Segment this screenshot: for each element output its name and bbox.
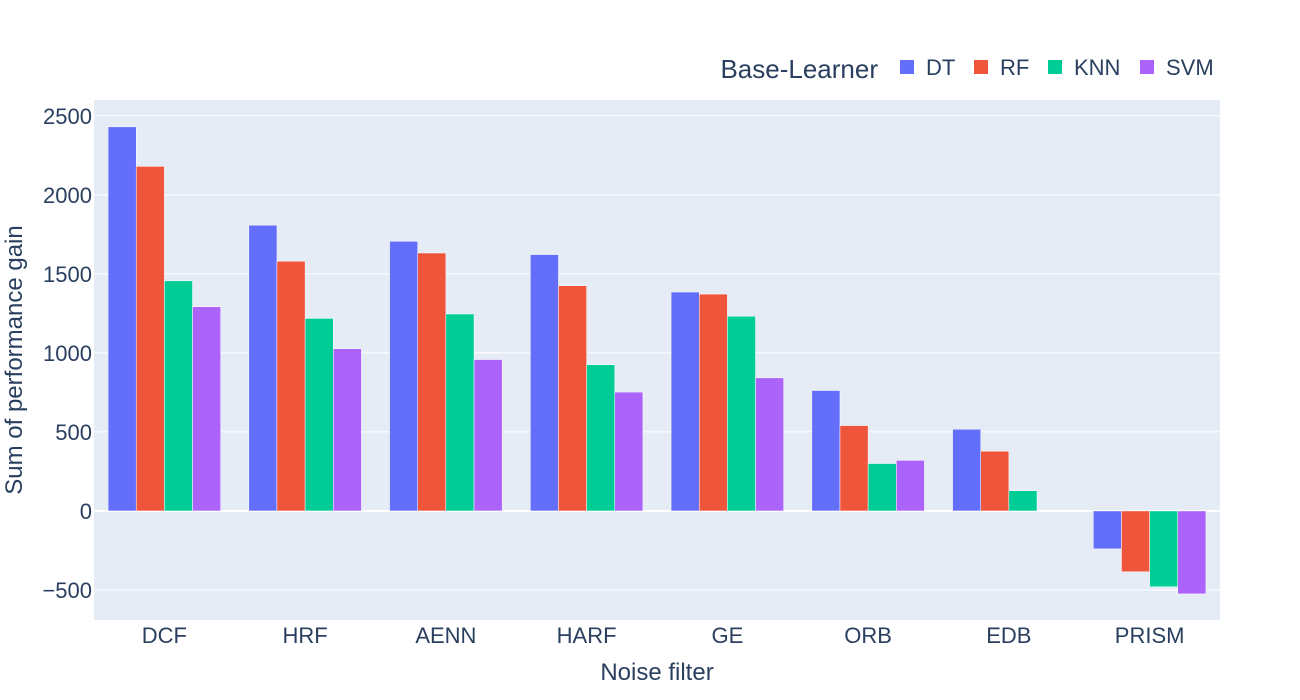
legend-swatch-knn[interactable] <box>1048 60 1062 74</box>
y-tick-label: 2500 <box>43 104 92 129</box>
x-tick-label: PRISM <box>1115 623 1185 648</box>
bar-dt-dcf[interactable] <box>107 126 137 512</box>
legend-label-dt[interactable]: DT <box>926 55 955 80</box>
x-axis-ticks: DCF HRF AENN HARF GE ORB EDB PRISM <box>142 623 1185 648</box>
bar-svm-dcf[interactable] <box>192 306 221 512</box>
bar-knn-prism[interactable] <box>1149 510 1179 588</box>
bar-knn-harf[interactable] <box>586 364 616 512</box>
bar-dt-aenn[interactable] <box>389 241 418 512</box>
bar-svm-aenn[interactable] <box>473 359 503 512</box>
bar-knn-hrf[interactable] <box>304 318 334 512</box>
y-axis-title: Sum of performance gain <box>1 225 28 494</box>
y-tick-label: 1500 <box>43 262 92 287</box>
x-axis-title: Noise filter <box>600 659 713 686</box>
bar-rf-aenn[interactable] <box>417 252 447 512</box>
legend-label-rf[interactable]: RF <box>1000 55 1029 80</box>
legend-title: Base-Learner <box>720 54 878 84</box>
bar-svm-prism[interactable] <box>1177 510 1207 595</box>
x-tick-label: ORB <box>844 623 892 648</box>
bar-dt-edb[interactable] <box>952 428 981 512</box>
bar-knn-orb[interactable] <box>867 463 897 512</box>
bar-dt-prism[interactable] <box>1093 510 1122 550</box>
bars <box>107 126 1207 595</box>
legend-swatch-dt[interactable] <box>900 60 914 74</box>
bar-dt-ge[interactable] <box>670 291 700 512</box>
bar-knn-aenn[interactable] <box>445 313 475 512</box>
x-tick-label: GE <box>711 623 743 648</box>
legend-swatch-rf[interactable] <box>974 60 988 74</box>
bar-dt-hrf[interactable] <box>248 224 278 512</box>
bar-knn-ge[interactable] <box>727 315 756 512</box>
bar-rf-prism[interactable] <box>1121 510 1150 573</box>
bar-rf-harf[interactable] <box>558 285 587 512</box>
y-tick-label: −500 <box>42 578 92 603</box>
legend-label-knn[interactable]: KNN <box>1074 55 1120 80</box>
bar-svm-orb[interactable] <box>896 460 925 512</box>
x-tick-label: HRF <box>283 623 328 648</box>
bar-knn-edb[interactable] <box>1008 490 1038 512</box>
bar-rf-orb[interactable] <box>839 425 869 512</box>
bar-rf-hrf[interactable] <box>276 260 306 512</box>
bar-dt-harf[interactable] <box>530 254 559 512</box>
legend-label-svm[interactable]: SVM <box>1166 55 1214 80</box>
legend[interactable]: Base-Learner DT RF KNN SVM <box>720 54 1213 84</box>
bar-dt-orb[interactable] <box>811 390 841 512</box>
bar-svm-harf[interactable] <box>614 391 644 512</box>
legend-swatch-svm[interactable] <box>1140 60 1154 74</box>
bar-rf-edb[interactable] <box>980 450 1010 512</box>
bar-knn-dcf[interactable] <box>164 280 193 512</box>
x-tick-label: AENN <box>415 623 476 648</box>
bar-svm-hrf[interactable] <box>333 348 362 512</box>
y-tick-label: 0 <box>80 499 92 524</box>
y-tick-label: 1000 <box>43 341 92 366</box>
bar-svm-ge[interactable] <box>755 377 784 512</box>
x-tick-label: EDB <box>986 623 1031 648</box>
x-tick-label: DCF <box>142 623 187 648</box>
y-tick-label: 2000 <box>43 183 92 208</box>
x-tick-label: HARF <box>557 623 617 648</box>
y-axis-ticks: 2500 2000 1500 1000 500 0 −500 <box>42 104 92 603</box>
bar-rf-ge[interactable] <box>698 293 728 512</box>
bar-rf-dcf[interactable] <box>135 166 165 512</box>
y-tick-label: 500 <box>55 420 92 445</box>
